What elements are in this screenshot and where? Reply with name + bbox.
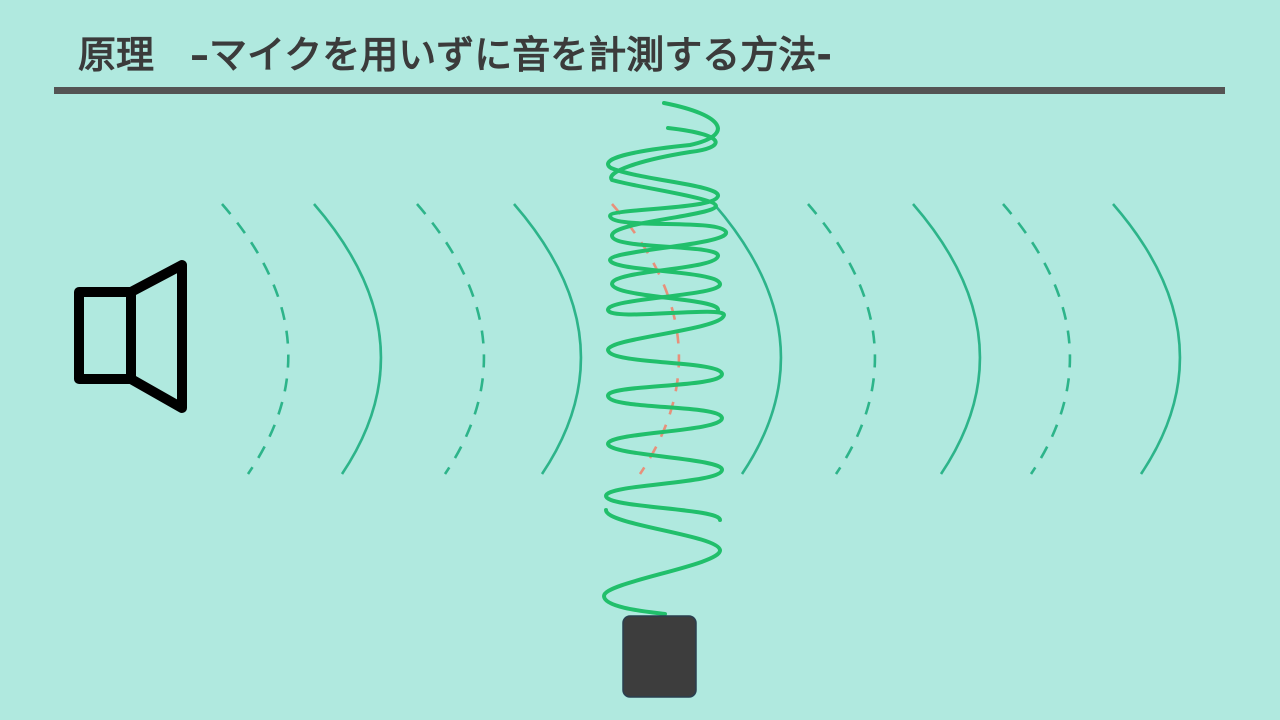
vibration-line — [602, 101, 729, 616]
speaker-icon — [74, 260, 187, 413]
wave-front-solid-5 — [1112, 203, 1182, 475]
vibration-line-upper — [604, 101, 729, 522]
wave-front-dashed-4 — [1002, 203, 1072, 475]
wave-front-dashed-1 — [221, 203, 290, 475]
speaker-cone — [126, 260, 187, 413]
wave-front-dashed-2 — [416, 203, 486, 475]
wave-front-solid-4 — [912, 203, 982, 475]
wave-front-solid-1 — [313, 203, 383, 475]
reference-wave-front — [611, 203, 681, 475]
speaker-body — [74, 287, 136, 384]
vibration-line-overlap — [609, 126, 721, 312]
wave-front-solid-2 — [513, 203, 583, 475]
vibration-line-lower — [602, 508, 722, 616]
wave-front-solid-3 — [713, 203, 783, 475]
title-subtitle: –マイクを用いずに音を計測する方法- — [190, 33, 833, 77]
slide-title: 原理 –マイクを用いずに音を計測する方法- — [78, 28, 832, 82]
title-main: 原理 — [78, 33, 155, 77]
sensor-box — [622, 615, 697, 698]
title-underline — [54, 87, 1225, 94]
wave-fronts — [221, 203, 1182, 475]
wave-front-dashed-3 — [807, 203, 877, 475]
